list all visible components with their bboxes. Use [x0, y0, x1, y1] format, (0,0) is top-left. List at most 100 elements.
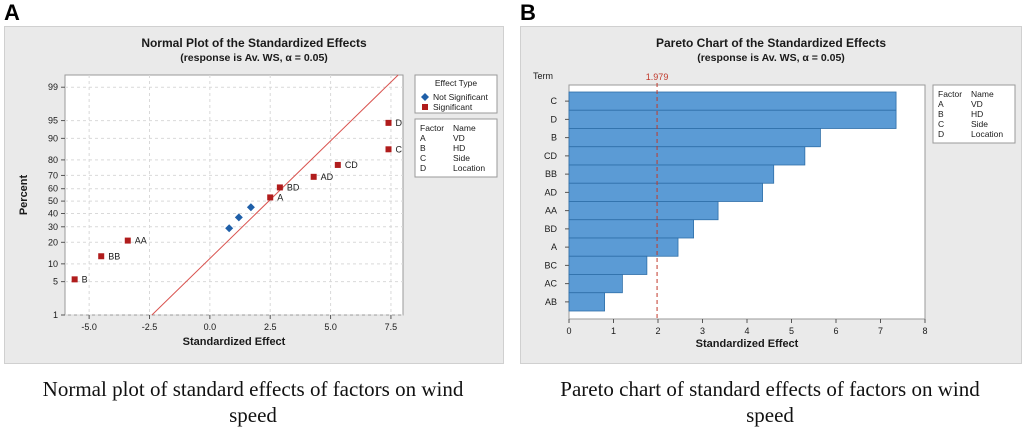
x-tick-label: 2 — [655, 326, 660, 336]
term-label-aa: AA — [545, 206, 557, 216]
pareto-bar-cd — [568, 146, 806, 166]
x-tick-label: -5.0 — [81, 322, 97, 332]
normal-plot-x-axis-label: Standardized Effect — [183, 336, 286, 348]
pareto-y-axis-label: Term — [533, 71, 553, 81]
pareto-bar-ad — [568, 182, 763, 202]
point-label-cd: CD — [345, 160, 358, 170]
point-label-c: C — [396, 144, 403, 154]
pareto-bar-bb — [568, 164, 775, 184]
term-label-ab: AB — [545, 297, 557, 307]
significant-point — [276, 184, 283, 191]
caption-a-line-2: speed — [229, 403, 277, 427]
normal-plot-reference-line-group — [151, 74, 399, 316]
significant-point — [385, 146, 392, 153]
normal-plot-title: Normal Plot of the Standardized Effects — [141, 36, 367, 50]
panel-a-label: A — [4, 0, 20, 25]
effect-type-legend-title: Effect Type — [435, 78, 477, 88]
pareto-bar-aa — [568, 201, 719, 221]
term-label-b: B — [551, 133, 557, 143]
legend-entry-significant: Significant — [433, 102, 473, 112]
x-tick-label: 8 — [922, 326, 927, 336]
point-label-bb: BB — [108, 251, 120, 261]
caption-b-line-2: speed — [746, 403, 794, 427]
x-tick-label: 7 — [878, 326, 883, 336]
y-tick-label: 90 — [48, 133, 58, 143]
factor-name: HD — [453, 143, 465, 153]
pareto-bar-c — [568, 91, 897, 111]
pareto-bar-bc — [568, 255, 648, 275]
term-label-bc: BC — [544, 260, 557, 270]
factor-code: B — [938, 109, 944, 119]
significant-point — [310, 173, 317, 180]
normal-reference-line — [151, 74, 399, 316]
significant-point — [267, 194, 274, 201]
factor-table-b — [932, 84, 1016, 144]
factor-code: D — [938, 129, 944, 139]
factor-code: A — [938, 99, 944, 109]
caption-b: Pareto chart of standard effects of fact… — [520, 376, 1020, 428]
pareto-bar-d — [568, 109, 897, 129]
significant-point — [124, 237, 131, 244]
factor-code: A — [420, 133, 426, 143]
y-tick-label: 30 — [48, 222, 58, 232]
point-label-d: D — [396, 118, 403, 128]
x-tick-label: -2.5 — [142, 322, 158, 332]
normal-plot-area — [64, 74, 404, 316]
factor-code: D — [420, 163, 426, 173]
y-tick-label: 50 — [48, 196, 58, 206]
name-header: Name — [453, 123, 476, 133]
normal-plot-chart: Normal Plot of the Standardized Effects … — [18, 36, 498, 348]
point-label-bd: BD — [287, 182, 300, 192]
y-tick-label: 20 — [48, 237, 58, 247]
y-tick-label: 40 — [48, 209, 58, 219]
factor-name: VD — [453, 133, 465, 143]
term-label-cd: CD — [544, 151, 557, 161]
term-label-c: C — [551, 96, 558, 106]
legend-entry-not-significant: Not Significant — [433, 92, 488, 102]
point-label-aa: AA — [135, 236, 147, 246]
y-tick-label: 1 — [53, 310, 58, 320]
name-header: Name — [971, 89, 994, 99]
caption-b-line-1: Pareto chart of standard effects of fact… — [560, 377, 980, 401]
factor-name: VD — [971, 99, 983, 109]
caption-a: Normal plot of standard effects of facto… — [4, 376, 502, 428]
x-tick-label: 7.5 — [385, 322, 398, 332]
significant-point — [98, 253, 105, 260]
pareto-ticks: 0 1 2 3 4 5 6 7 8 — [566, 319, 928, 336]
point-label-a: A — [277, 192, 283, 202]
pareto-x-axis-label: Standardized Effect — [696, 338, 799, 350]
pareto-bar-b — [568, 128, 821, 148]
pareto-subtitle: (response is Av. WS, α = 0.05) — [697, 52, 845, 64]
panel-a: Normal Plot of the Standardized Effects … — [4, 26, 504, 364]
factor-header: Factor — [938, 89, 962, 99]
x-tick-label: 1 — [611, 326, 616, 336]
y-tick-label: 99 — [48, 82, 58, 92]
x-tick-label: 5.0 — [324, 322, 337, 332]
factor-name: HD — [971, 109, 983, 119]
x-tick-label: 5 — [789, 326, 794, 336]
significant-point — [71, 276, 78, 283]
x-tick-label: 2.5 — [264, 322, 277, 332]
x-tick-label: 6 — [833, 326, 838, 336]
y-tick-label: 70 — [48, 170, 58, 180]
x-tick-label: 0 — [566, 326, 571, 336]
term-label-ad: AD — [544, 187, 557, 197]
effect-type-legend — [414, 74, 498, 114]
not-significant-point — [225, 224, 234, 233]
normal-plot-ticks: -5.0 -2.5 0.0 2.5 5.0 7.5 1 5 10 20 30 40 50 60 70 80 90… — [48, 82, 397, 332]
not-significant-point — [246, 203, 255, 212]
y-tick-label: 5 — [53, 277, 58, 287]
point-label-b: B — [82, 274, 88, 284]
factor-code: C — [938, 119, 944, 129]
factor-header: Factor — [420, 123, 444, 133]
pareto-bar-ac — [568, 274, 623, 294]
factor-name: Side — [453, 153, 470, 163]
x-tick-label: 0.0 — [204, 322, 217, 332]
panel-b: Pareto Chart of the Standardized Effects… — [520, 26, 1022, 364]
pareto-chart: Pareto Chart of the Standardized Effects… — [533, 36, 1016, 350]
y-tick-label: 80 — [48, 155, 58, 165]
pareto-reference-line-group: 1.979 — [646, 72, 668, 319]
significant-point — [385, 119, 392, 126]
